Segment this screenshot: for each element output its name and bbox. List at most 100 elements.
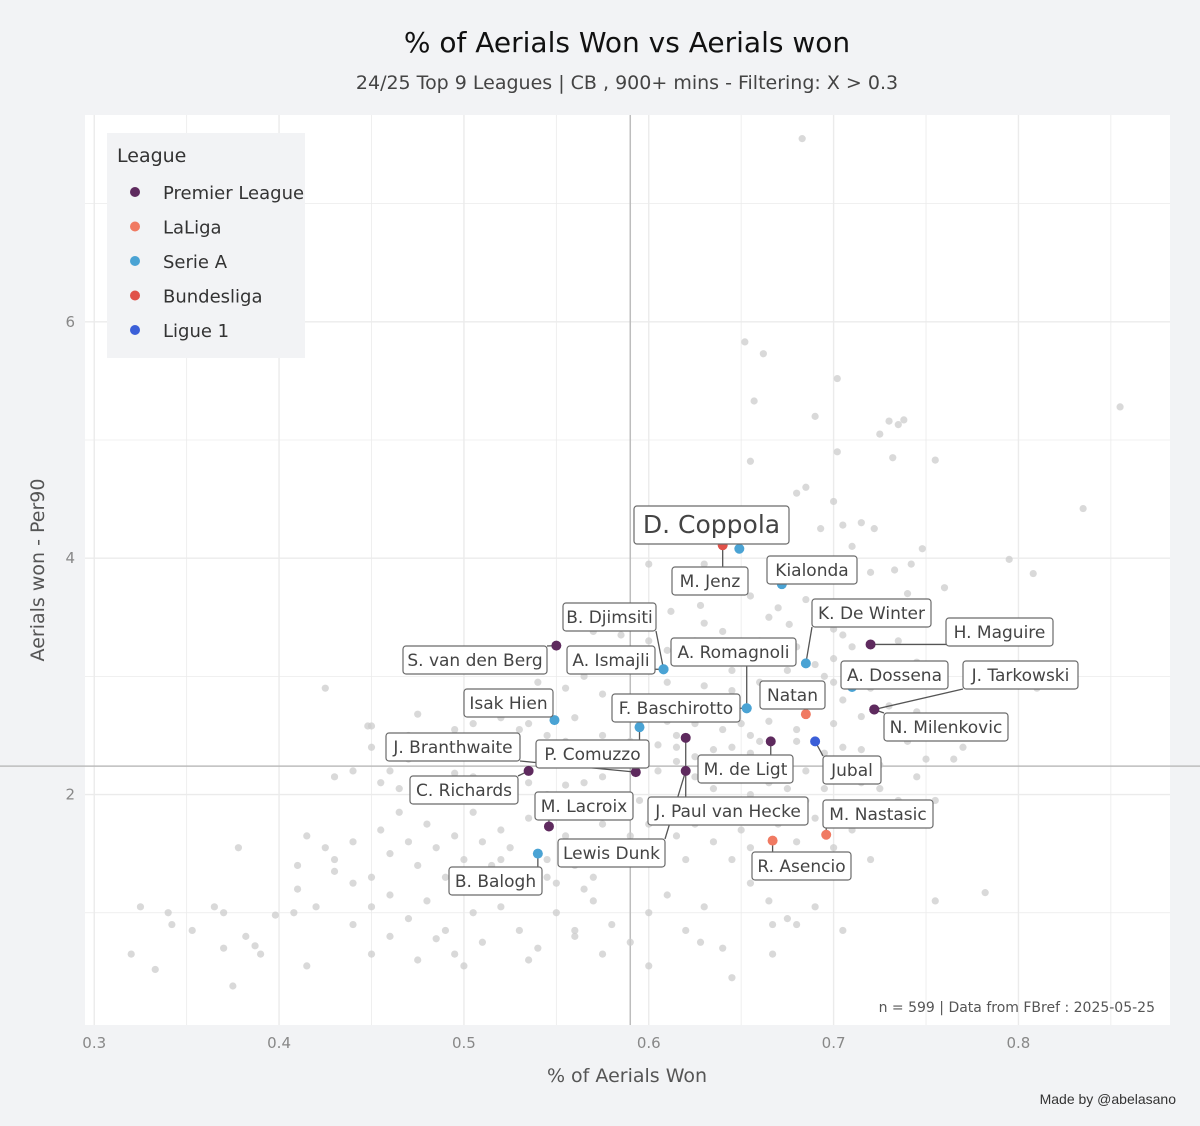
player-label-box bbox=[766, 555, 858, 585]
background-point bbox=[303, 832, 311, 840]
background-point bbox=[321, 844, 329, 852]
player-label: H. Maguire bbox=[954, 623, 1046, 643]
background-point bbox=[561, 684, 570, 692]
background-point bbox=[793, 489, 801, 497]
background-point bbox=[164, 909, 172, 917]
background-point bbox=[478, 838, 487, 846]
background-point bbox=[451, 832, 459, 840]
background-point bbox=[377, 779, 385, 787]
background-point bbox=[654, 741, 662, 749]
background-point bbox=[829, 655, 838, 663]
background-point bbox=[811, 660, 819, 669]
background-point bbox=[423, 897, 431, 905]
player-point bbox=[634, 722, 645, 733]
player-point bbox=[551, 640, 562, 651]
player-label-box bbox=[759, 680, 826, 710]
x-tick-label: 0.3 bbox=[82, 1034, 106, 1052]
background-point bbox=[798, 135, 806, 143]
background-point bbox=[833, 374, 841, 383]
background-point bbox=[349, 879, 357, 887]
background-point bbox=[242, 932, 250, 940]
background-point bbox=[866, 568, 875, 576]
player-label-box bbox=[463, 688, 554, 718]
background-point bbox=[210, 903, 218, 911]
background-point bbox=[441, 926, 450, 935]
background-point bbox=[709, 838, 718, 846]
player-label: Isak Hien bbox=[469, 694, 547, 714]
background-point bbox=[151, 965, 159, 974]
background-point bbox=[900, 416, 908, 424]
background-point bbox=[608, 920, 616, 929]
background-point bbox=[682, 926, 690, 935]
player-label: Lewis Dunk bbox=[563, 844, 660, 864]
background-point bbox=[793, 920, 801, 929]
background-point bbox=[136, 903, 145, 911]
legend-title: League bbox=[117, 145, 186, 167]
background-point bbox=[330, 867, 339, 875]
player-label-box bbox=[385, 732, 521, 762]
background-point bbox=[220, 909, 228, 917]
background-point bbox=[414, 710, 422, 718]
background-point bbox=[811, 814, 819, 822]
legend: League Premier League LaLiga Serie A Bundes… bbox=[107, 133, 305, 358]
background-point bbox=[543, 855, 551, 864]
player-point bbox=[810, 736, 821, 747]
player-label: C. Richards bbox=[416, 781, 512, 801]
player-point bbox=[543, 821, 554, 832]
background-point bbox=[750, 397, 758, 405]
background-point bbox=[451, 950, 459, 958]
background-point bbox=[719, 944, 727, 952]
background-point bbox=[857, 519, 865, 527]
legend-label: Serie A bbox=[163, 252, 228, 273]
legend-label: LaLiga bbox=[163, 218, 222, 239]
background-point bbox=[728, 974, 736, 982]
background-point bbox=[234, 844, 243, 852]
background-point bbox=[460, 962, 468, 970]
background-point bbox=[691, 773, 699, 781]
background-point bbox=[829, 720, 838, 728]
player-label-box bbox=[670, 637, 797, 667]
background-point bbox=[866, 855, 875, 864]
background-point bbox=[645, 560, 653, 568]
label-connector bbox=[655, 630, 665, 670]
background-point bbox=[728, 743, 736, 751]
player-label: D. Coppola bbox=[643, 510, 780, 539]
background-point bbox=[460, 855, 468, 864]
player-point bbox=[523, 765, 534, 776]
background-point bbox=[918, 545, 926, 553]
background-point bbox=[889, 454, 897, 462]
background-point bbox=[829, 844, 838, 852]
background-point bbox=[404, 838, 413, 846]
legend-label: Ligue 1 bbox=[163, 321, 229, 342]
label-connector bbox=[874, 688, 964, 711]
background-point bbox=[349, 838, 357, 846]
background-point bbox=[645, 909, 653, 917]
background-point bbox=[506, 844, 514, 852]
background-point bbox=[525, 814, 533, 822]
player-point bbox=[658, 664, 669, 675]
player-point bbox=[680, 765, 691, 776]
background-point bbox=[441, 873, 450, 881]
background-point bbox=[820, 672, 828, 680]
player-label: K. De Winter bbox=[818, 604, 925, 624]
player-label-box bbox=[671, 566, 749, 596]
background-point bbox=[645, 962, 653, 970]
background-point bbox=[728, 855, 736, 864]
player-label-box bbox=[697, 754, 794, 784]
background-point bbox=[543, 731, 551, 740]
background-point bbox=[663, 646, 671, 654]
background-point bbox=[857, 712, 865, 721]
background-point bbox=[293, 861, 302, 870]
background-point bbox=[377, 826, 385, 834]
player-label-box bbox=[840, 660, 949, 690]
background-point bbox=[667, 607, 675, 615]
background-point bbox=[802, 595, 810, 604]
background-point bbox=[696, 938, 705, 946]
background-point bbox=[386, 891, 394, 899]
background-point bbox=[848, 643, 856, 651]
background-point bbox=[728, 666, 736, 675]
background-point bbox=[645, 637, 653, 645]
background-point bbox=[598, 950, 607, 958]
background-point bbox=[386, 767, 394, 775]
